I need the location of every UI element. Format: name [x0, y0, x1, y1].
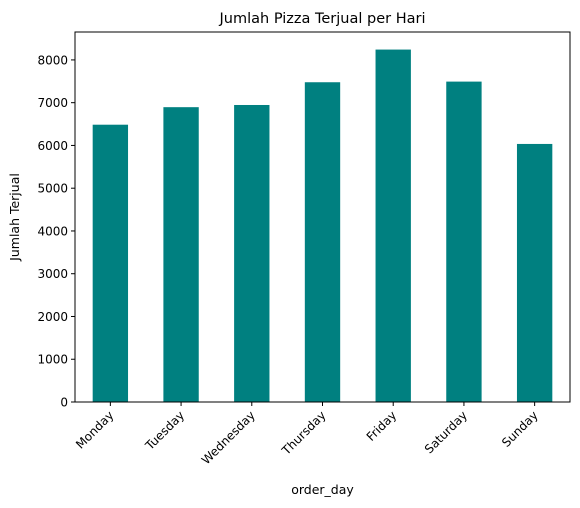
- bar-tuesday: [163, 107, 199, 402]
- y-tick-label: 6000: [37, 139, 68, 153]
- y-tick-label: 2000: [37, 310, 68, 324]
- y-axis-ticks: 0 1000 2000 3000 4000 5000 6000 7000 8000: [37, 53, 75, 410]
- x-axis-label: order_day: [291, 482, 354, 497]
- bar-saturday: [446, 81, 482, 403]
- bar-thursday: [304, 82, 341, 403]
- y-tick-label: 3000: [37, 267, 68, 281]
- y-tick-label: 5000: [37, 182, 68, 196]
- bar-sunday: [516, 143, 553, 402]
- chart-title: Jumlah Pizza Terjual per Hari: [219, 11, 426, 27]
- y-axis-label: Jumlah Terjual: [7, 173, 22, 262]
- y-tick-label: 4000: [37, 224, 68, 238]
- y-tick-label: 7000: [37, 96, 68, 110]
- bar-wednesday: [234, 104, 270, 402]
- y-tick-label: 0: [60, 396, 68, 410]
- plot-frame: [74, 31, 571, 403]
- bars-group: [92, 49, 553, 403]
- bar-monday: [92, 124, 129, 402]
- y-tick-label: 1000: [37, 353, 68, 367]
- y-tick-label: 8000: [37, 53, 68, 67]
- bar-friday: [375, 49, 411, 403]
